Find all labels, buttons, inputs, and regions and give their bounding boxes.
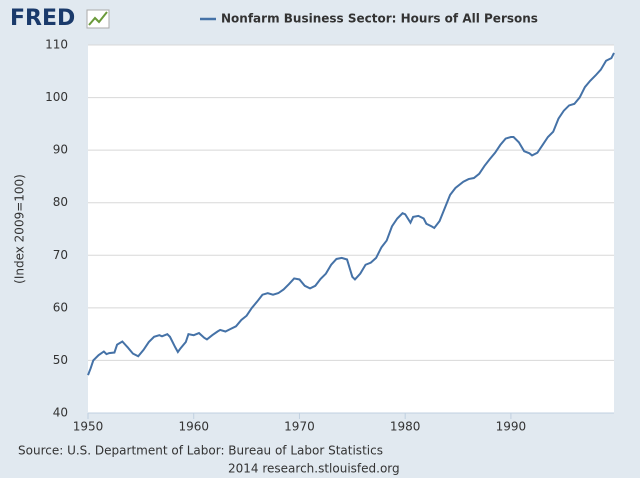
y-tick-label: 60 [53,300,68,314]
x-tick-label: 1990 [496,420,527,434]
y-tick-label: 110 [45,38,68,52]
x-tick-label: 1980 [390,420,421,434]
footer: 2014 research.stlouisfed.org [228,462,400,476]
logo: FRED [10,6,75,31]
x-tick-label: 1970 [284,420,315,434]
y-tick-label: 70 [53,248,68,262]
line-series [87,52,615,376]
y-tick-label: 100 [45,90,68,104]
y-tick-label: 80 [53,195,68,209]
plot-area [88,45,614,413]
y-tick-label: 50 [53,353,68,367]
y-tick-label: 90 [53,143,68,157]
source: Source: U.S. Department of Labor: Bureau… [18,444,383,458]
y-tick-label: 40 [53,406,68,420]
y-axis-label: (Index 2009=100) [13,174,27,284]
chart-title: Nonfarm Business Sector: Hours of All Pe… [221,12,538,26]
x-tick-label: 1950 [73,420,104,434]
x-tick-label: 1960 [178,420,209,434]
logo-icon [86,9,110,29]
